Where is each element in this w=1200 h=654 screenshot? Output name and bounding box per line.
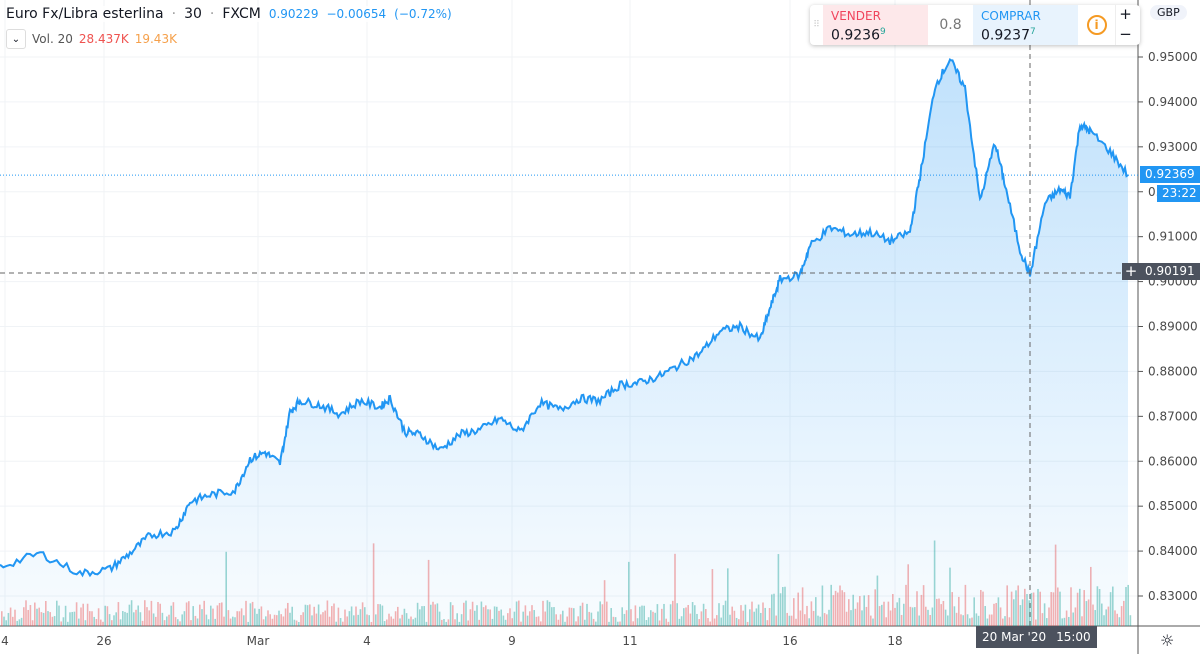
y-tick-label: 0.95000 — [1148, 50, 1198, 64]
volume-label: Vol. 20 — [32, 32, 73, 46]
buy-button[interactable]: COMPRAR 0.92377 — [973, 5, 1078, 45]
sell-pip: 9 — [880, 27, 886, 37]
volume-bar — [1129, 615, 1132, 626]
spread: 0.8 — [939, 17, 962, 33]
y-tick-label: 0.83000 — [1148, 589, 1198, 603]
x-tick-label: Mar — [246, 634, 270, 648]
drag-handle-icon[interactable]: ⠿ — [813, 20, 820, 30]
sell-button[interactable]: VENDER 0.92369 — [823, 5, 928, 45]
info-button[interactable]: i — [1078, 5, 1115, 45]
volume-legend: ⌄ Vol. 20 28.437K 19.43K — [6, 29, 177, 49]
volume-ma-value: 19.43K — [134, 32, 177, 46]
x-tick-label: 16 — [782, 634, 798, 648]
change-percent: (−0.72%) — [394, 7, 452, 21]
separator: · — [209, 6, 215, 22]
collapse-chevron-icon[interactable]: ⌄ — [6, 29, 26, 49]
current-price-label: 0.92369 — [1140, 166, 1200, 183]
last-price: 0.90229 — [268, 7, 319, 21]
y-tick-label: 0.93000 — [1148, 140, 1198, 154]
interval: 30 — [184, 6, 202, 22]
y-tick-label: 0.94000 — [1148, 95, 1198, 109]
x-tick-label: 18 — [887, 634, 903, 648]
x-tick-label: 11 — [622, 634, 638, 648]
trade-panel: ⠿ VENDER 0.92369 0.8 COMPRAR 0.92377 i +… — [810, 5, 1140, 45]
y-tick-label: 0.87000 — [1148, 409, 1198, 423]
exchange: FXCM — [222, 6, 261, 22]
bar-countdown: 23:22 — [1157, 185, 1200, 202]
y-tick-label: 0.91000 — [1148, 230, 1198, 244]
currency-badge[interactable]: GBP — [1150, 5, 1187, 20]
crosshair-time-label: 20 Mar '20 15:00 — [976, 626, 1097, 648]
x-tick-label: 9 — [508, 634, 516, 648]
info-icon: i — [1086, 15, 1107, 35]
add-plus-icon[interactable]: + — [1122, 263, 1140, 280]
y-tick-label: 0.84000 — [1148, 544, 1198, 558]
increase-button[interactable]: + — [1119, 5, 1132, 23]
settings-gear-icon[interactable]: ☼ — [1160, 631, 1175, 650]
price-area — [0, 59, 1128, 626]
x-tick-label: 4 — [363, 634, 371, 648]
price-line — [0, 57, 1129, 578]
change: −0.00654 — [326, 7, 387, 21]
y-tick-label: 0.89000 — [1148, 320, 1198, 334]
crosshair-price-label: 0.90191 — [1140, 263, 1200, 280]
y-tick-label: 0.85000 — [1148, 499, 1198, 513]
sell-price: 0.9236 — [831, 27, 880, 44]
separator: · — [171, 6, 177, 22]
volume-bar — [1127, 584, 1129, 626]
crosshair-date: 20 Mar '20 — [982, 630, 1047, 644]
x-tick-label: 4 — [1, 634, 9, 648]
decrease-button[interactable]: − — [1119, 25, 1132, 43]
buy-label: COMPRAR — [981, 9, 1041, 23]
symbol-name[interactable]: Euro Fx/Libra esterlina — [6, 6, 164, 22]
sell-label: VENDER — [831, 9, 881, 23]
buy-price: 0.9237 — [981, 27, 1030, 44]
y-tick-label: 0.88000 — [1148, 364, 1198, 378]
x-tick-label: 26 — [96, 634, 112, 648]
y-tick-label: 0.86000 — [1148, 454, 1198, 468]
symbol-legend: Euro Fx/Libra esterlina · 30 · FXCM 0.90… — [6, 6, 452, 22]
volume-value: 28.437K — [78, 32, 129, 46]
buy-pip: 7 — [1030, 27, 1036, 37]
crosshair-time: 15:00 — [1056, 630, 1091, 644]
